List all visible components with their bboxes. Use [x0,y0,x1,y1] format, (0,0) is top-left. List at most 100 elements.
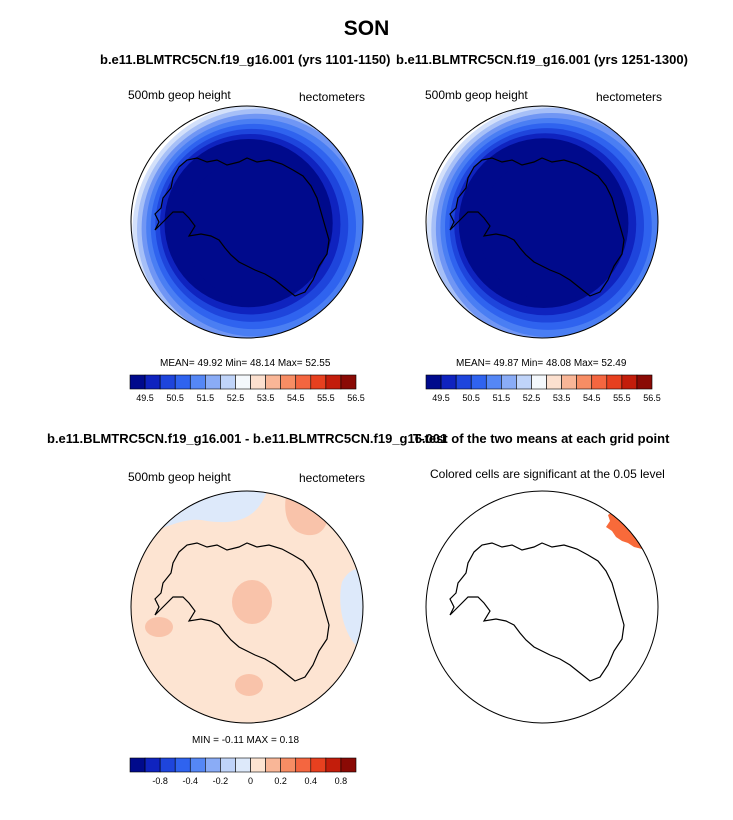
colorbar-tick-label: 52.5 [523,393,541,403]
colorbar-tick-label: 49.5 [432,393,450,403]
colorbar-cell [280,374,297,390]
colorbar-cell [144,757,161,773]
colorbar-cell [455,374,472,390]
coastline [449,157,625,297]
region-positive-center [232,580,272,624]
region-positive-left [145,617,173,637]
colorbar-cell [265,374,281,390]
map-border [425,490,659,724]
map-panel-2 [130,490,364,724]
coastline [154,157,330,297]
left-panel-heading: b.e11.BLMTRC5CN.f19_g16.001 (yrs 1101-11… [100,52,391,67]
colorbar-cell [189,374,206,390]
colorbar-cell [235,374,251,390]
colorbar-tick-label: 50.5 [462,393,480,403]
colorbar-cell [265,757,281,773]
region-positive-bottom [235,674,263,696]
colorbar-tick-label: 56.5 [643,393,661,403]
colorbar-tick-label: -0.4 [183,776,199,786]
right-stats: MEAN= 49.87 Min= 48.08 Max= 52.49 [456,358,627,369]
colorbar-cell [606,374,623,390]
colorbar-tick-label: 54.5 [287,393,305,403]
colorbar-cell [340,374,357,390]
colorbar-cell [235,757,251,773]
colorbar-tick-label: 53.5 [257,393,275,403]
map-panel-1 [425,105,659,339]
colorbar-cell [516,374,532,390]
colorbar-tick-label: 54.5 [583,393,601,403]
map-field [132,106,363,338]
left-variable-label: 500mb geop height [128,88,231,102]
region-negative-right [340,568,363,652]
diff-units-label: hectometers [299,471,366,485]
colorbar-cell [205,374,221,390]
colorbar-cell [425,374,442,390]
map-border [130,490,364,724]
page-title: SON [343,17,390,40]
colorbar-cell [250,374,266,390]
colorbar-cell [144,374,161,390]
colorbar-tick-label: 56.5 [347,393,365,403]
ttest-annotation: Colored cells are significant at the 0.0… [430,467,665,481]
colorbar-2: -0.8 -0.4 -0.2 0 0.2 0.4 0.8 [129,757,357,786]
map-border [130,105,364,339]
colorbar-0: 49.5 50.5 51.5 52.5 53.5 54.5 55.5 56.5 [129,374,365,403]
map-field [426,106,658,338]
colorbar-cell [310,757,327,773]
map-field [131,491,363,723]
colorbar-cell [205,757,221,773]
colorbar-cell [159,374,176,390]
map-panel-0 [130,105,364,339]
colorbar-cell [220,374,236,390]
colorbar-cell [310,374,327,390]
colorbar-cell [546,374,562,390]
colorbar-cell [576,374,593,390]
colorbar-cell [220,757,236,773]
colorbar-tick-label: 50.5 [166,393,184,403]
colorbar-tick-label: 53.5 [553,393,571,403]
colorbar-tick-label: 0.8 [335,776,348,786]
right-panel-heading: b.e11.BLMTRC5CN.f19_g16.001 (yrs 1251-13… [396,52,688,67]
colorbar-tick-label: -0.2 [213,776,229,786]
colorbar-tick-label: 0.2 [274,776,287,786]
contour-band-core [479,157,623,301]
ttest-panel-heading: T-test of the two means at each grid poi… [413,431,670,446]
contour-band-core [184,157,328,301]
left-stats: MEAN= 49.92 Min= 48.14 Max= 52.55 [160,358,331,369]
coastline [154,542,330,682]
colorbar-cell [470,374,487,390]
colorbar-cell [129,374,146,390]
right-variable-label: 500mb geop height [425,88,528,102]
colorbar-cell [280,757,297,773]
map-border [425,105,659,339]
colorbar-cell [295,757,312,773]
colorbar-cell [501,374,517,390]
colorbar-cell [485,374,502,390]
colorbar-cell [174,374,191,390]
colorbar-tick-label: 0 [248,776,253,786]
colorbar-tick-label: 0.4 [305,776,318,786]
map-field [449,491,658,682]
colorbar-tick-label: 55.5 [613,393,631,403]
significant-cells [606,491,658,553]
colorbar-cell [340,757,357,773]
colorbar-cell [295,374,312,390]
colorbar-tick-label: 51.5 [197,393,215,403]
map-panel-3 [425,490,659,724]
colorbar-cell [189,757,206,773]
colorbar-cell [591,374,608,390]
colorbar-cell [561,374,577,390]
diff-stats: MIN = -0.11 MAX = 0.18 [192,735,300,746]
colorbar-cell [174,757,191,773]
colorbar-tick-label: 52.5 [227,393,245,403]
colorbar-tick-label: 51.5 [493,393,511,403]
colorbar-cell [129,757,146,773]
diff-variable-label: 500mb geop height [128,470,231,484]
left-units-label: hectometers [299,90,366,104]
colorbar-tick-label: -0.8 [152,776,168,786]
colorbar-1: 49.5 50.5 51.5 52.5 53.5 54.5 55.5 56.5 [425,374,661,403]
colorbar-cell [159,757,176,773]
colorbar-cell [531,374,547,390]
coastline [449,542,625,682]
